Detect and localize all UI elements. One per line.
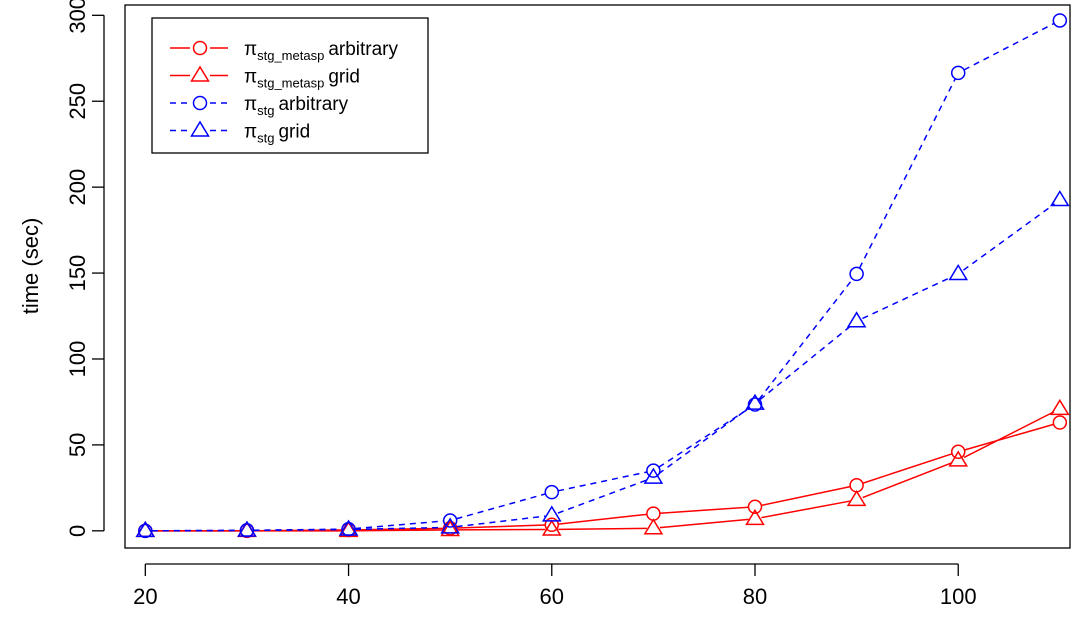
plot-frame: [124, 4, 1071, 549]
data-point: [544, 484, 560, 500]
data-point: [745, 508, 765, 526]
series-line-segment: [659, 518, 749, 529]
data-point: [646, 463, 661, 478]
legend-label: πstg_metasp arbitrary: [244, 39, 398, 63]
series-line-segment: [963, 22, 1055, 71]
series-line-segment: [558, 513, 648, 525]
x-tick-label: 80: [743, 584, 767, 609]
legend-marker: [192, 40, 208, 56]
y-tick-label: 0: [65, 525, 90, 537]
legend-entry-1: πstg_metasp arbitrary: [170, 39, 398, 63]
data-point: [138, 523, 153, 539]
data-point: [849, 266, 864, 282]
legend-marker: [190, 120, 210, 137]
legend-label: πstg grid: [244, 122, 310, 146]
legend-marker: [190, 65, 210, 82]
series-line-segment: [558, 527, 647, 531]
series-line-segment: [659, 506, 749, 514]
data-point: [440, 520, 460, 537]
y-tick-label: 300: [65, 0, 90, 34]
data-point: [1052, 415, 1068, 430]
data-point: [849, 478, 864, 493]
data-point: [541, 519, 562, 536]
data-point: [1050, 398, 1070, 416]
data-point: [1050, 190, 1070, 207]
data-point: [846, 489, 867, 507]
legend-marker: [192, 95, 208, 111]
series-line-segment: [456, 524, 546, 529]
series-line-segment: [355, 529, 444, 532]
series-line-segment: [963, 411, 1055, 459]
series-line-segment: [557, 471, 648, 492]
data-point: [646, 506, 661, 521]
legend-label: πstg_metasp grid: [244, 67, 360, 91]
y-tick-label: 200: [65, 169, 90, 206]
series-line-segment: [858, 78, 956, 269]
legend-label: πstg arbitrary: [244, 94, 349, 118]
legend-entry-3: πstg arbitrary: [170, 94, 349, 118]
series-line-segment: [862, 275, 953, 320]
series-line-segment: [761, 485, 851, 507]
data-point: [643, 467, 664, 484]
data-point: [237, 520, 257, 537]
series-line-segment: [354, 520, 444, 530]
legend-entry-2: πstg_metasp grid: [170, 65, 360, 91]
data-point: [643, 518, 664, 535]
legend: πstg_metasp arbitrary πstg_metasp grid πstg a…: [151, 17, 429, 154]
y-tick-label: 250: [65, 83, 90, 120]
x-tick-label: 60: [540, 584, 564, 609]
legend-box: [151, 17, 429, 154]
series-line-segment: [759, 324, 853, 401]
series-line-segment: [862, 453, 953, 484]
series-line-segment: [658, 407, 750, 468]
x-tick-label: 20: [133, 584, 157, 609]
data-point: [1052, 13, 1068, 28]
series-1: [138, 415, 1068, 539]
data-point: [135, 520, 156, 538]
series-line-segment: [456, 515, 546, 528]
y-tick-label: 150: [65, 255, 90, 292]
y-tick-label: 50: [65, 433, 90, 457]
series-2: [135, 398, 1070, 538]
data-point: [544, 517, 560, 533]
data-point: [948, 263, 969, 281]
series-line-segment: [964, 423, 1054, 451]
series-line-segment: [758, 278, 854, 400]
series-line-segment: [456, 493, 546, 520]
y-axis-title: time (sec): [18, 218, 43, 315]
series-line-segment: [658, 406, 751, 475]
data-point: [541, 505, 562, 522]
x-tick-label: 100: [940, 584, 977, 609]
series-line-segment: [355, 526, 444, 531]
legend-entry-4: πstg grid: [170, 120, 310, 146]
x-tick-label: 40: [336, 584, 360, 609]
series-line-segment: [963, 203, 1056, 271]
data-point: [950, 444, 966, 460]
data-point: [338, 519, 359, 536]
series-line-segment: [761, 500, 851, 519]
data-point: [745, 393, 765, 410]
plot-border: [124, 4, 1071, 549]
data-point: [747, 499, 763, 515]
data-point: [950, 65, 966, 81]
data-point: [846, 311, 867, 328]
series-line-segment: [862, 462, 953, 499]
data-point: [948, 450, 969, 467]
series-line-segment: [253, 528, 343, 532]
data-point: [440, 517, 460, 534]
series-4: [135, 190, 1070, 538]
series-line-segment: [557, 479, 648, 514]
y-tick-label: 100: [65, 341, 90, 378]
data-point: [442, 513, 458, 528]
series-group: [135, 13, 1070, 539]
axes: 20 40 60 80 100 0 50 100 150 200 250 300: [65, 0, 977, 609]
